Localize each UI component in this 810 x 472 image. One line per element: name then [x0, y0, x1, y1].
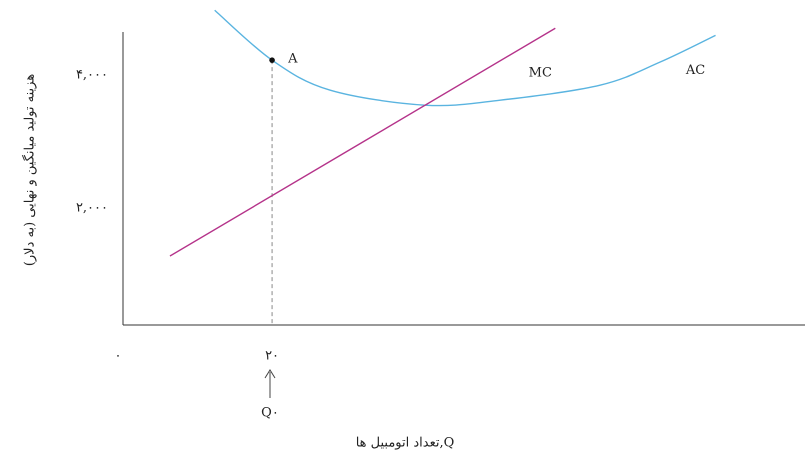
x-axis-label: Q,تعداد اتومبیل ها [356, 436, 455, 451]
x-tick-label: ۲۰ [265, 349, 279, 364]
curve [169, 27, 556, 257]
point [269, 57, 275, 63]
y-axis-label: هزینه تولید میانگین و نهایی (به دلار) [22, 74, 38, 266]
arrow-head [264, 369, 276, 379]
x-tick-label: ۰ [115, 349, 122, 364]
series-label: AC [685, 63, 705, 78]
curve [214, 9, 716, 107]
series-label: MC [529, 66, 552, 81]
y-tick-label: ۴,۰۰۰ [76, 68, 108, 83]
q0-label: Q۰ [261, 406, 279, 421]
y-tick-label: ۲,۰۰۰ [76, 201, 108, 216]
point-label: A [287, 52, 298, 67]
